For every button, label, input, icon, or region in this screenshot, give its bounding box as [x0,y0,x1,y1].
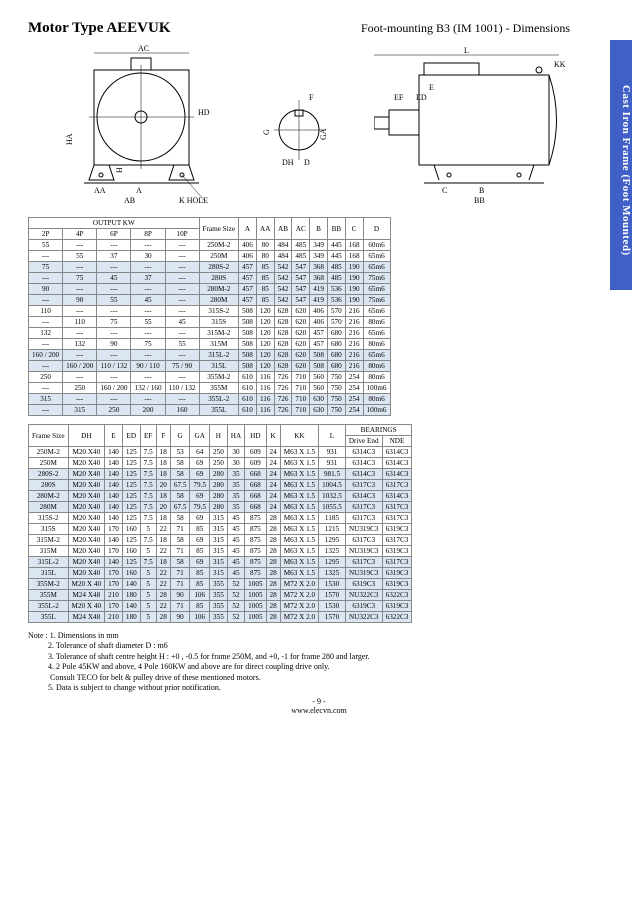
svg-text:H: H [115,167,124,173]
svg-text:GA: GA [319,128,328,140]
dimensions-table-1: OUTPUT KWFrame SizeAAAABACBBBCD2P4P6P8P1… [28,217,391,416]
svg-text:DH: DH [282,158,294,167]
diagram-front: AC HD HA H AA A AB K HOLE [64,45,224,205]
svg-text:B: B [479,186,484,195]
footer-url: www.elecvn.com [28,706,610,715]
svg-text:K HOLE: K HOLE [179,196,208,205]
svg-text:D: D [304,158,310,167]
page-subtitle: Foot-mounting B3 (IM 1001) - Dimensions [361,21,570,36]
header: Motor Type AEEVUK Foot-mounting B3 (IM 1… [28,20,610,37]
svg-text:HD: HD [198,108,210,117]
svg-text:AA: AA [94,186,106,195]
svg-text:KK: KK [554,60,566,69]
page-title: Motor Type AEEVUK [28,20,171,37]
diagram-shaft: F G GA DH D [254,45,344,205]
svg-text:HA: HA [65,133,74,145]
svg-text:G: G [262,129,271,135]
svg-text:C: C [442,186,447,195]
diagrams: AC HD HA H AA A AB K HOLE F G GA DH D [28,45,610,205]
svg-text:E: E [429,83,434,92]
diagram-side: L KK E EF ED C B BB [374,45,574,205]
dimensions-table-2: Frame SizeDHEEDEFFGGAHHAHDKKKLBEARINGSDr… [28,424,412,623]
side-tab: Cast Iron Frame (Foot Mounted) [610,40,632,290]
svg-text:EF: EF [394,93,404,102]
svg-text:BB: BB [474,196,485,205]
svg-text:AB: AB [124,196,135,205]
svg-text:AC: AC [138,45,149,53]
svg-text:F: F [309,93,314,102]
svg-text:A: A [136,186,142,195]
svg-text:ED: ED [416,93,427,102]
footer: - 9 - www.elecvn.com [28,697,610,715]
notes: Note : 1. Dimensions in mm 2. Tolerance … [28,631,610,693]
page-number: - 9 - [28,697,610,706]
svg-text:L: L [464,46,469,55]
